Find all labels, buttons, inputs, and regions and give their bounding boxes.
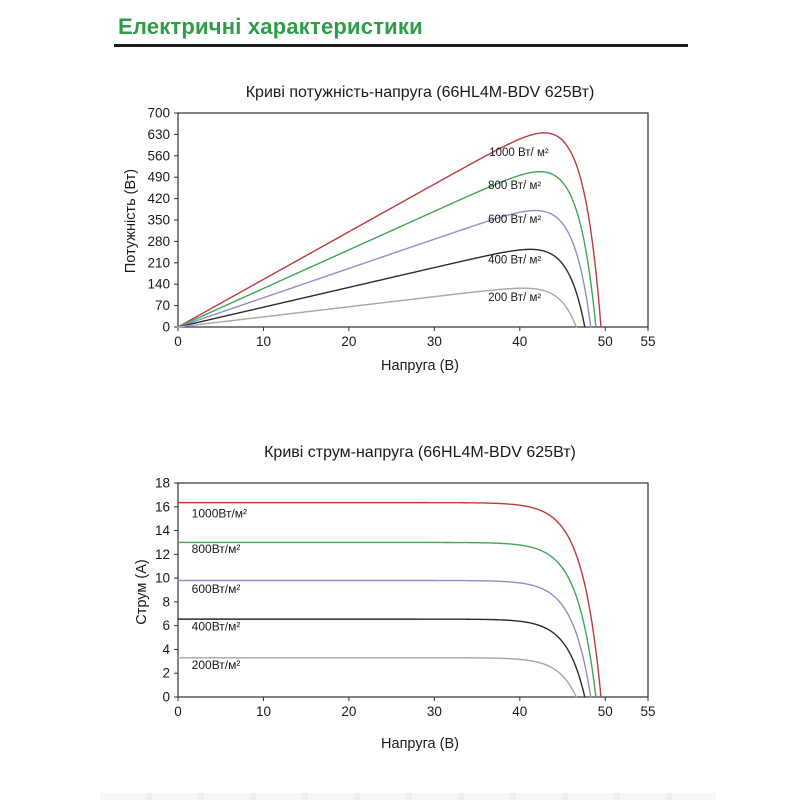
- iv-x-tick-label: 50: [598, 704, 613, 719]
- iv-curve-label-200: 200Вт/м²: [192, 658, 241, 672]
- pv-x-tick-label: 0: [174, 334, 182, 349]
- pv-x-tick-label: 30: [427, 334, 442, 349]
- iv-x-tick-label: 30: [427, 704, 442, 719]
- pv-x-tick-label: 55: [640, 334, 655, 349]
- pv-x-tick-label: 20: [341, 334, 356, 349]
- iv-curve-label-1000: 1000Вт/м²: [192, 506, 247, 520]
- iv-curve-800: [177, 541, 597, 698]
- iv-plot: 0 10 20 30 40 50 55 0 2 4 6 8 10 12 14 16 18 1000Вт/м² 800…: [155, 476, 656, 720]
- iv-y-tick-label: 6: [162, 618, 170, 633]
- iv-y-tick-label: 18: [155, 476, 170, 491]
- pv-y-tick-label: 140: [147, 277, 170, 292]
- pv-y-tick-label: 630: [147, 127, 170, 142]
- iv-y-tick-label: 10: [155, 571, 170, 586]
- pv-x-axis-title: Напруга (В): [381, 358, 459, 374]
- pv-curve-1000: [177, 132, 602, 328]
- pv-curve-800: [177, 171, 597, 328]
- iv-x-tick-label: 20: [341, 704, 356, 719]
- iv-x-tick-label: 0: [174, 704, 182, 719]
- page-title: Електричні характеристики: [118, 14, 423, 39]
- pv-plot: 0 10 20 30 40 50 55 0 70 140 210 280 350 420 490 560 630…: [147, 106, 655, 350]
- iv-y-tick-label: 4: [162, 642, 170, 657]
- cutoff-table-sliver: [100, 793, 716, 800]
- iv-curve-400: [177, 618, 586, 698]
- pv-x-tick-label: 40: [512, 334, 527, 349]
- iv-y-tick-label: 8: [162, 594, 170, 609]
- pv-y-tick-label: 350: [147, 213, 170, 228]
- pv-curve-600: [177, 209, 592, 328]
- pv-x-tick-label: 50: [598, 334, 613, 349]
- iv-y-tick-label: 16: [155, 499, 170, 514]
- iv-x-tick-label: 55: [640, 704, 655, 719]
- pv-curve-label-800: 800 Вт/ м²: [488, 180, 541, 192]
- pv-curve-400: [177, 248, 586, 328]
- iv-curve-label-400: 400Вт/м²: [192, 619, 241, 633]
- pv-y-tick-label: 70: [155, 298, 170, 313]
- pv-curve-200: [177, 287, 577, 328]
- header-underline: [114, 44, 688, 47]
- iv-curve-200: [177, 657, 577, 698]
- pv-y-tick-label: 420: [147, 191, 170, 206]
- pv-curve-label-1000: 1000 Вт/ м²: [489, 147, 549, 159]
- iv-y-tick-label: 14: [155, 523, 171, 538]
- iv-y-tick-label: 2: [162, 666, 170, 681]
- iv-chart-title: Криві струм-напруга (66HL4M-BDV 625Вт): [264, 444, 576, 461]
- iv-y-tick-label: 12: [155, 547, 170, 562]
- pv-y-tick-label: 490: [147, 170, 170, 185]
- iv-y-tick-label: 0: [162, 690, 170, 705]
- pv-y-tick-label: 0: [162, 320, 170, 335]
- iv-curve-600: [177, 579, 592, 698]
- iv-x-axis-title: Напруга (В): [381, 736, 459, 752]
- iv-curve-1000: [177, 501, 602, 698]
- iv-curve-label-800: 800Вт/м²: [192, 542, 241, 556]
- pv-curve-label-600: 600 Вт/ м²: [488, 214, 541, 226]
- pv-x-tick-label: 10: [256, 334, 271, 349]
- pv-y-tick-label: 210: [147, 255, 170, 270]
- pv-y-tick-label: 700: [147, 106, 170, 121]
- pv-y-tick-label: 280: [147, 234, 170, 249]
- pv-curve-label-400: 400 Вт/ м²: [488, 255, 541, 267]
- iv-x-tick-label: 40: [512, 704, 527, 719]
- iv-curve-label-600: 600Вт/м²: [192, 582, 241, 596]
- iv-frame: [177, 482, 649, 698]
- pv-chart-title: Криві потужність-напруга (66HL4M-BDV 625…: [245, 84, 595, 101]
- pv-y-tick-label: 560: [147, 148, 170, 163]
- pv-curve-label-200: 200 Вт/ м²: [488, 292, 541, 304]
- iv-x-tick-label: 10: [256, 704, 271, 719]
